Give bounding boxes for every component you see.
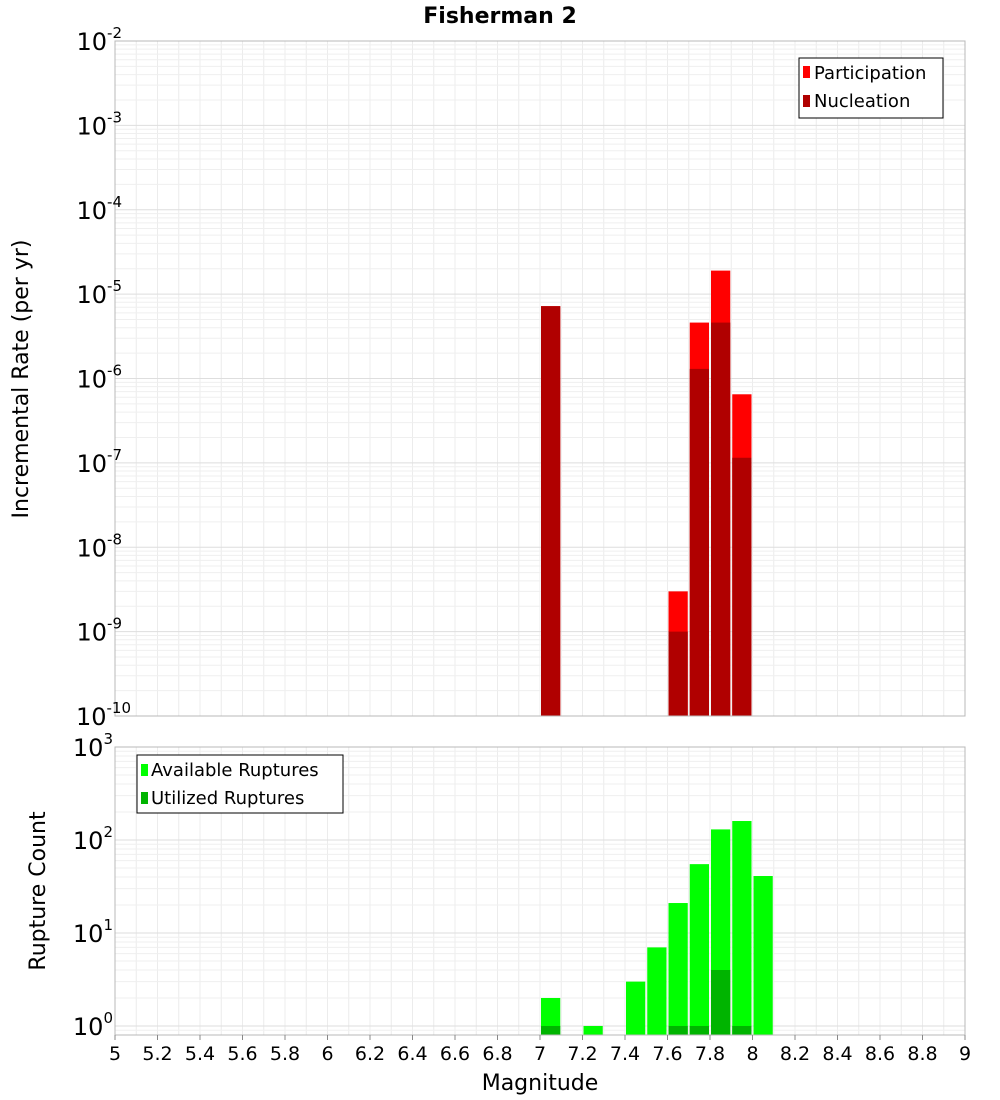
bottom-legend-box [136,754,344,814]
nucleation-bar [711,322,731,716]
legend-utilized-label: Utilized Ruptures [151,788,304,809]
x-tick-label: 7.6 [652,1043,682,1065]
x-tick-label: 7.8 [695,1043,725,1065]
x-tick-label: 6.4 [397,1043,427,1065]
utilized-ruptures-bar [541,1025,561,1035]
available-ruptures-bar [583,1025,603,1035]
x-tick-label: 8.6 [865,1043,895,1065]
bottom-y-tick-label: 101 [73,916,113,948]
top-y-tick-label: 10-10 [76,699,131,731]
x-axis-label: Magnitude [482,1071,599,1096]
available-ruptures-bar [668,903,688,1035]
top-y-tick-label: 10-5 [76,277,122,309]
x-tick-label: 8.8 [907,1043,937,1065]
available-ruptures-bar [541,997,561,1035]
available-ruptures-bar [753,876,773,1035]
available-ruptures-bar [689,864,709,1035]
available-ruptures-bar [626,981,646,1035]
available-ruptures-bar [647,947,667,1035]
bottom-y-tick-label: 102 [73,823,113,855]
bottom-legend: Available Ruptures Utilized Ruptures [136,754,344,814]
x-tick-label: 5.8 [270,1043,300,1065]
x-tick-label: 5.2 [142,1043,172,1065]
bottom-bars [541,821,773,1035]
bottom-y-ticks: 100 101 102 103 [73,730,113,1041]
legend-participation-label: Participation [814,63,926,84]
x-tick-label: 8.4 [822,1043,852,1065]
top-y-tick-label: 10-2 [76,24,122,56]
x-tick-label: 8.2 [780,1043,810,1065]
legend-nucleation-label: Nucleation [814,91,910,112]
utilized-ruptures-bar [689,1025,709,1035]
top-y-tick-label: 10-4 [76,193,122,225]
top-bars [541,270,752,716]
top-plot-border [114,40,966,717]
top-y-ticks: 10-10 10-9 10-8 10-7 10-6 10-5 10-4 10-3 10-2 [76,24,131,731]
x-tick-label: 6.2 [355,1043,385,1065]
chart-title: Fisherman 2 [423,4,577,29]
x-tick-label: 7.2 [567,1043,597,1065]
x-tick-label: 5 [109,1043,121,1065]
bottom-panel: 100 101 102 103 5 5.2 5.4 5.6 5.8 6 6.2 6.4 6.6 6.8 7… [26,730,971,1096]
legend-utilized-swatch [141,792,148,804]
bottom-y-axis-label: Rupture Count [26,811,51,971]
x-tick-label: 5.4 [185,1043,215,1065]
top-y-tick-label: 10-7 [76,446,122,478]
top-y-tick-label: 10-6 [76,362,122,394]
top-y-tick-label: 10-8 [76,530,122,562]
top-legend: Participation Nucleation [798,57,944,119]
x-tick-label: 6.8 [482,1043,512,1065]
x-tick-label: 5.6 [227,1043,257,1065]
x-tick-label: 8 [746,1043,758,1065]
top-y-tick-label: 10-9 [76,615,122,647]
available-ruptures-bar [732,821,752,1035]
top-grid [114,40,966,717]
bottom-x-ticks: 5 5.2 5.4 5.6 5.8 6 6.2 6.4 6.6 6.8 7 7.2 7.4 7.6 7.8 8… [109,1035,971,1065]
legend-available-label: Available Ruptures [151,760,319,781]
bottom-y-tick-label: 100 [73,1009,113,1041]
nucleation-bar [689,368,709,716]
x-tick-label: 9 [959,1043,971,1065]
legend-participation-swatch [803,66,810,78]
legend-available-swatch [141,764,148,776]
top-y-axis-label: Incremental Rate (per yr) [9,240,34,519]
x-tick-label: 6 [321,1043,333,1065]
x-tick-label: 7 [534,1043,546,1065]
top-y-tick-label: 10-3 [76,108,122,140]
top-panel: 10-10 10-9 10-8 10-7 10-6 10-5 10-4 10-3 10-2 In… [9,24,966,731]
nucleation-bar [541,306,561,716]
nucleation-bar [668,631,688,716]
x-tick-label: 7.4 [610,1043,640,1065]
nucleation-bar [732,457,752,716]
utilized-ruptures-bar [711,969,731,1035]
utilized-ruptures-bar [732,1025,752,1035]
utilized-ruptures-bar [668,1025,688,1035]
legend-nucleation-swatch [803,95,810,107]
bottom-y-tick-label: 103 [73,730,113,762]
top-legend-box [798,57,944,119]
x-tick-label: 6.6 [440,1043,470,1065]
